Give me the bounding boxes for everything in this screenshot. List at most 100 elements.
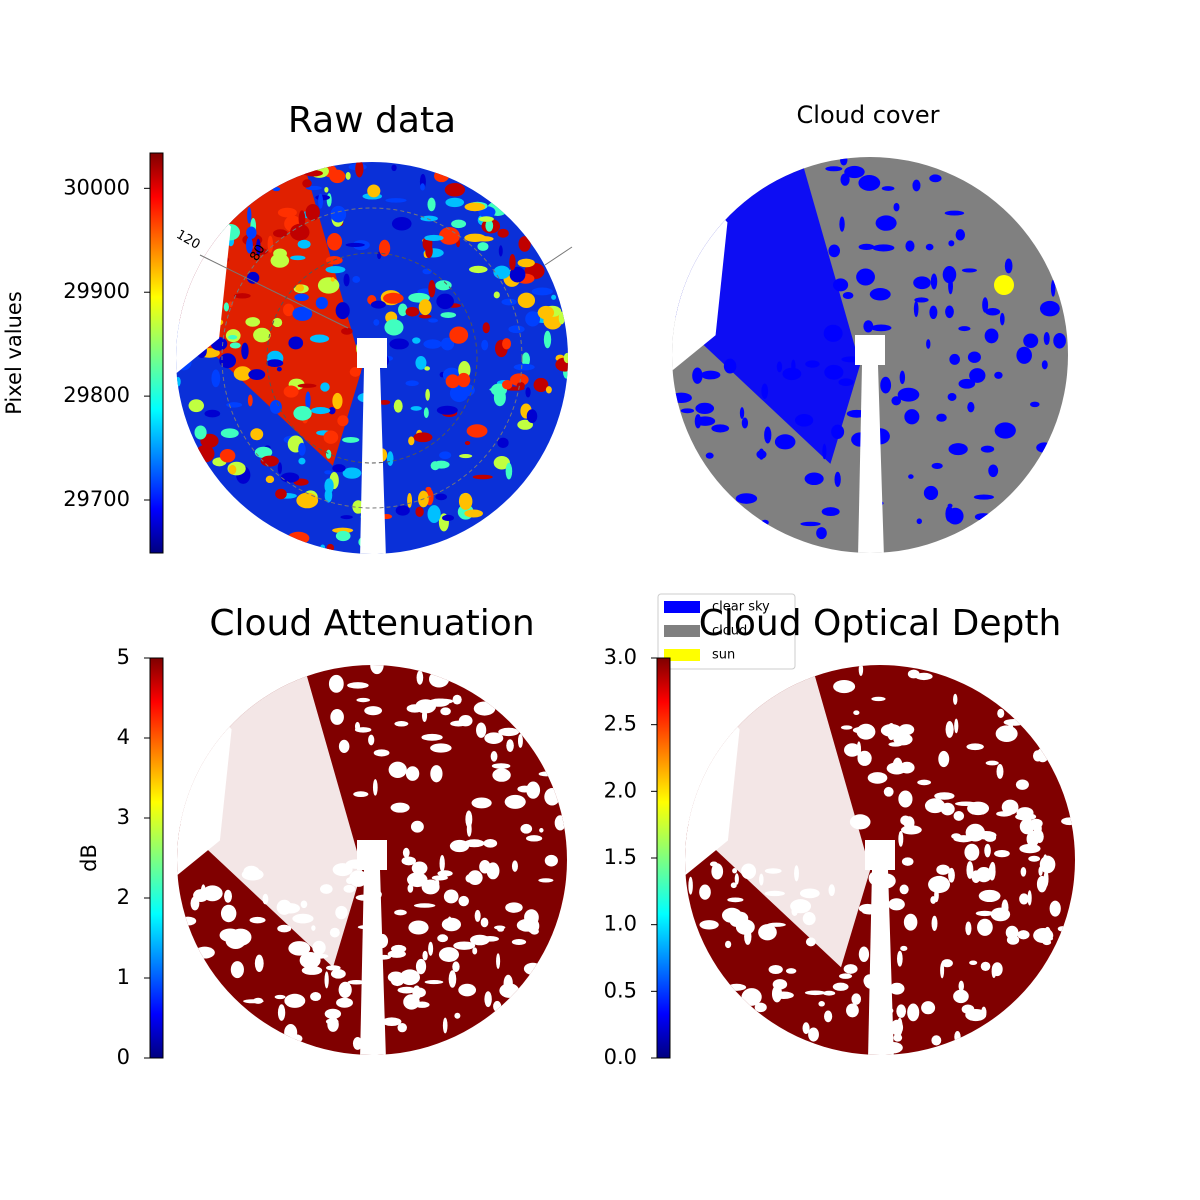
image-blob bbox=[190, 896, 200, 911]
image-blob bbox=[840, 157, 848, 166]
image-blob bbox=[506, 739, 514, 752]
sky-image bbox=[177, 665, 567, 1055]
image-blob bbox=[994, 371, 1003, 379]
image-blob bbox=[1019, 818, 1035, 835]
image-blob bbox=[842, 292, 854, 299]
image-blob bbox=[917, 779, 932, 786]
panel-title: Cloud Attenuation bbox=[209, 603, 534, 644]
image-blob bbox=[436, 293, 454, 310]
image-blob bbox=[330, 277, 335, 282]
image-blob bbox=[427, 197, 436, 212]
image-blob bbox=[891, 396, 902, 406]
image-blob bbox=[194, 425, 207, 440]
image-blob bbox=[517, 785, 532, 793]
image-blob bbox=[489, 387, 504, 392]
image-blob bbox=[347, 682, 369, 689]
image-blob bbox=[773, 991, 794, 1000]
image-blob bbox=[254, 954, 264, 973]
image-blob bbox=[806, 938, 814, 946]
image-blob bbox=[349, 870, 368, 887]
image-blob bbox=[379, 399, 391, 405]
image-blob bbox=[387, 971, 404, 983]
image-blob bbox=[453, 941, 476, 950]
image-blob bbox=[511, 860, 518, 872]
image-blob bbox=[249, 916, 266, 924]
image-blob bbox=[421, 733, 443, 741]
image-blob bbox=[290, 223, 310, 241]
image-blob bbox=[904, 409, 920, 425]
image-blob bbox=[1043, 331, 1050, 345]
image-blob bbox=[851, 993, 862, 1005]
image-blob bbox=[913, 300, 919, 317]
image-blob bbox=[999, 312, 1005, 326]
image-blob bbox=[373, 749, 390, 757]
image-blob bbox=[966, 743, 984, 751]
image-blob bbox=[451, 219, 467, 229]
image-blob bbox=[277, 1004, 286, 1021]
image-blob bbox=[265, 475, 275, 484]
image-blob bbox=[416, 670, 424, 685]
image-blob bbox=[219, 448, 236, 463]
image-blob bbox=[533, 377, 549, 393]
image-blob bbox=[936, 413, 947, 422]
image-blob bbox=[828, 244, 841, 258]
image-blob bbox=[493, 265, 511, 279]
image-blob bbox=[402, 847, 410, 858]
image-blob bbox=[1039, 300, 1060, 317]
image-blob bbox=[326, 543, 335, 552]
image-blob bbox=[912, 179, 921, 192]
image-blob bbox=[1016, 346, 1032, 364]
image-blob bbox=[985, 307, 1001, 316]
image-blob bbox=[517, 258, 535, 268]
image-blob bbox=[816, 527, 827, 540]
image-blob bbox=[472, 474, 493, 480]
image-blob bbox=[387, 950, 406, 958]
image-blob bbox=[431, 698, 454, 704]
image-blob bbox=[415, 356, 427, 370]
image-blob bbox=[476, 722, 487, 738]
image-blob bbox=[370, 300, 386, 309]
image-blob bbox=[947, 392, 957, 401]
image-blob bbox=[479, 859, 491, 874]
image-blob bbox=[449, 326, 469, 344]
image-blob bbox=[856, 268, 875, 286]
image-blob bbox=[349, 367, 361, 377]
image-blob bbox=[741, 988, 762, 1006]
panel-title: Cloud Optical Depth bbox=[699, 603, 1062, 644]
image-blob bbox=[1039, 855, 1056, 874]
image-blob bbox=[764, 868, 782, 874]
image-blob bbox=[412, 987, 426, 998]
image-blob bbox=[699, 920, 719, 930]
image-blob bbox=[1005, 925, 1019, 940]
image-blob bbox=[871, 696, 886, 702]
image-blob bbox=[390, 802, 410, 813]
image-blob bbox=[544, 788, 560, 806]
image-blob bbox=[505, 902, 523, 913]
image-blob bbox=[1003, 718, 1026, 726]
image-blob bbox=[427, 505, 441, 524]
image-blob bbox=[887, 722, 896, 741]
image-blob bbox=[1015, 779, 1029, 790]
image-blob bbox=[975, 831, 997, 840]
image-blob bbox=[759, 873, 764, 886]
image-blob bbox=[389, 338, 409, 350]
colorbar-tick-label: 29700 bbox=[63, 487, 130, 511]
image-blob bbox=[945, 720, 954, 738]
image-blob bbox=[838, 973, 853, 979]
image-blob bbox=[966, 861, 974, 879]
image-blob bbox=[555, 357, 568, 372]
image-blob bbox=[971, 870, 981, 883]
image-blob bbox=[393, 399, 403, 413]
image-blob bbox=[332, 464, 346, 473]
polar-axis bbox=[544, 246, 573, 266]
image-blob bbox=[978, 889, 1001, 903]
image-blob bbox=[1061, 817, 1075, 826]
image-blob bbox=[1019, 893, 1029, 905]
image-blob bbox=[472, 947, 478, 955]
image-blob bbox=[496, 953, 501, 969]
image-blob bbox=[434, 169, 449, 183]
panel-title: Raw data bbox=[288, 100, 456, 141]
image-blob bbox=[926, 339, 931, 349]
image-blob bbox=[353, 791, 369, 798]
sky-image bbox=[176, 162, 568, 554]
